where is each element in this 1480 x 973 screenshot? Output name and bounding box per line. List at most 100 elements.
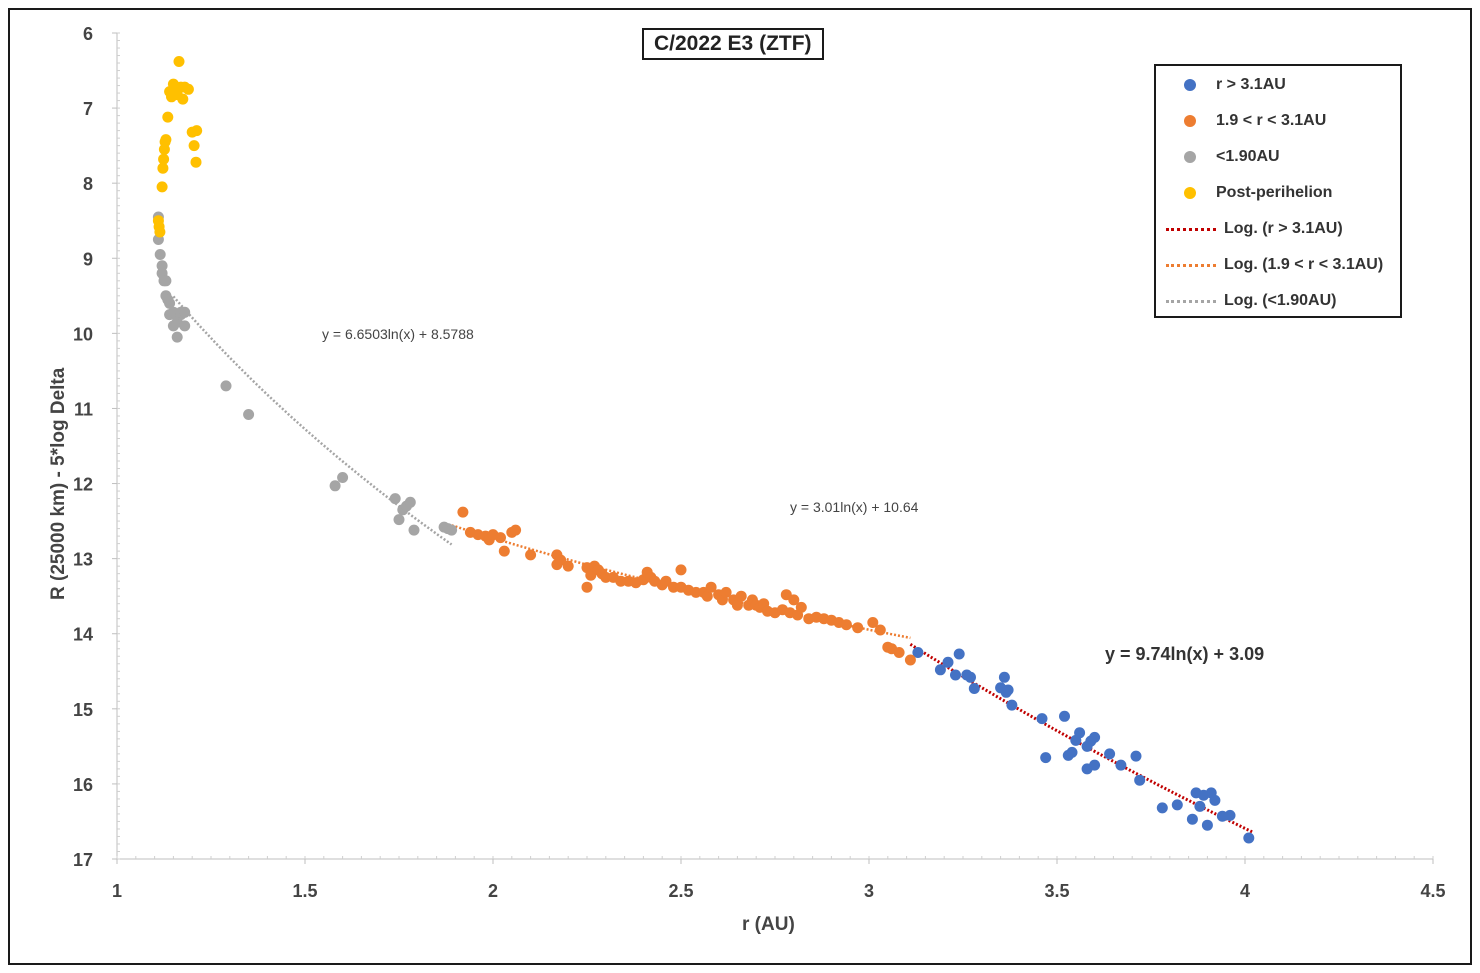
data-point-series-0 [1089,759,1101,771]
data-point-series-1 [615,575,627,587]
data-point-series-1 [495,532,506,544]
data-point-series-0 [1224,809,1236,821]
data-point-series-1 [701,590,713,602]
x-tick-label: 4 [1240,881,1250,901]
data-point-series-0 [942,656,954,668]
data-point-series-0 [1066,746,1078,758]
x-tick-label: 2 [488,881,498,901]
data-point-series-0 [950,669,961,681]
tick-labels: 6 7 8 9 10 11 12 13 14 15 16 17 1 1.5 2 2.5 3 3.5 4 4.5 [73,24,1446,901]
data-point-series-1 [675,564,687,576]
y-tick-label: 9 [83,249,93,269]
data-point-series-0 [1194,800,1206,812]
data-point-series-0 [934,664,946,676]
data-point-series-2 [179,320,191,332]
data-point-series-0 [1186,813,1198,825]
x-tick-label: 1.5 [292,881,317,901]
legend-item-log-red: Log. (r > 3.1AU) [1156,215,1343,243]
data-point-series-2 [220,380,232,392]
data-point-series-3 [188,140,200,152]
data-point-series-1 [731,599,743,611]
legend-label: Log. (1.9 < r < 3.1AU) [1224,256,1384,273]
data-point-series-1 [795,601,807,613]
legend-marker-blue [1184,79,1196,91]
legend: r > 3.1AU 1.9 < r < 3.1AU <1.90AU Post-p… [1154,64,1402,318]
data-point-series-1 [720,586,732,598]
data-point-series-0 [1171,799,1183,811]
data-point-series-1 [510,524,522,536]
legend-item-1-9-to-3-1: 1.9 < r < 3.1AU [1156,107,1326,135]
data-point-series-0 [968,683,980,694]
data-point-series-2 [171,331,183,343]
data-point-series-0 [998,671,1010,683]
data-point-series-0 [953,648,965,660]
y-tick-label: 6 [83,24,93,44]
trendline-equation-orange: y = 3.01ln(x) + 10.64 [790,499,919,515]
data-point-series-0 [1002,684,1014,696]
data-point-series-2 [389,493,401,505]
data-point-series-1 [874,624,886,636]
data-point-series-1 [555,554,567,566]
data-point-series-0 [1089,731,1101,743]
data-point-series-1 [867,617,879,628]
legend-label: <1.90AU [1216,148,1280,165]
data-point-series-2 [160,275,172,287]
data-point-series-2 [337,472,349,483]
y-tick-label: 7 [83,99,93,119]
data-point-series-0 [1134,774,1146,786]
data-point-series-3 [158,153,170,165]
legend-item-lt-1-90: <1.90AU [1156,143,1280,171]
y-tick-label: 10 [73,324,93,344]
data-point-series-1 [852,622,864,634]
data-point-series-0 [1074,727,1086,739]
data-point-series-0 [1036,713,1048,725]
legend-item-r-gt-3-1: r > 3.1AU [1156,71,1286,99]
x-tick-label: 4.5 [1420,881,1445,901]
trendline-equation-red: y = 9.74ln(x) + 3.09 [1105,644,1265,664]
x-tick-label: 3 [864,881,874,901]
trendlines [172,295,1254,834]
data-point-series-1 [893,647,905,658]
y-tick-label: 14 [73,625,93,645]
data-point-series-0 [1209,794,1221,806]
legend-item-log-orange: Log. (1.9 < r < 3.1AU) [1156,251,1383,279]
data-point-series-1 [525,549,537,561]
data-point-series-3 [162,111,174,123]
data-point-series-1 [457,506,469,518]
data-point-series-1 [581,581,593,593]
y-tick-label: 8 [83,174,93,194]
data-point-series-3 [177,93,189,105]
data-point-series-1 [562,560,574,572]
data-point-series-1 [498,545,510,557]
data-point-series-2 [408,524,420,536]
legend-marker-gray [1184,151,1196,163]
data-point-series-2 [164,297,176,309]
x-tick-label: 2.5 [668,881,693,901]
data-point-series-3 [173,56,185,67]
axes [112,32,1434,864]
data-point-series-0 [1006,699,1018,711]
legend-label: Log. (<1.90AU) [1224,292,1337,309]
legend-label: r > 3.1AU [1216,76,1286,93]
y-tick-label: 15 [73,700,93,720]
trendline-equation-gray: y = 6.6503ln(x) + 8.5788 [322,326,474,342]
data-point-series-3 [156,181,168,193]
y-tick-label: 16 [73,775,93,795]
y-tick-label: 13 [73,550,93,570]
legend-item-post-perihelion: Post-perihelion [1156,179,1332,207]
data-point-series-0 [1201,819,1213,831]
legend-label: 1.9 < r < 3.1AU [1216,112,1327,129]
x-axis-title: r (AU) [742,914,795,935]
data-point-series-0 [1156,802,1168,814]
data-point-series-3 [190,156,202,168]
data-point-series-1 [840,619,852,631]
data-point-series-3 [154,226,166,238]
data-point-series-3 [191,125,203,137]
y-tick-label: 17 [73,850,93,870]
data-point-series-3 [157,162,169,174]
data-point-series-2 [446,524,458,536]
data-point-series-3 [182,83,194,95]
legend-line-gray [1166,299,1216,303]
y-tick-label: 11 [74,399,93,419]
legend-marker-yellow [1184,187,1196,199]
